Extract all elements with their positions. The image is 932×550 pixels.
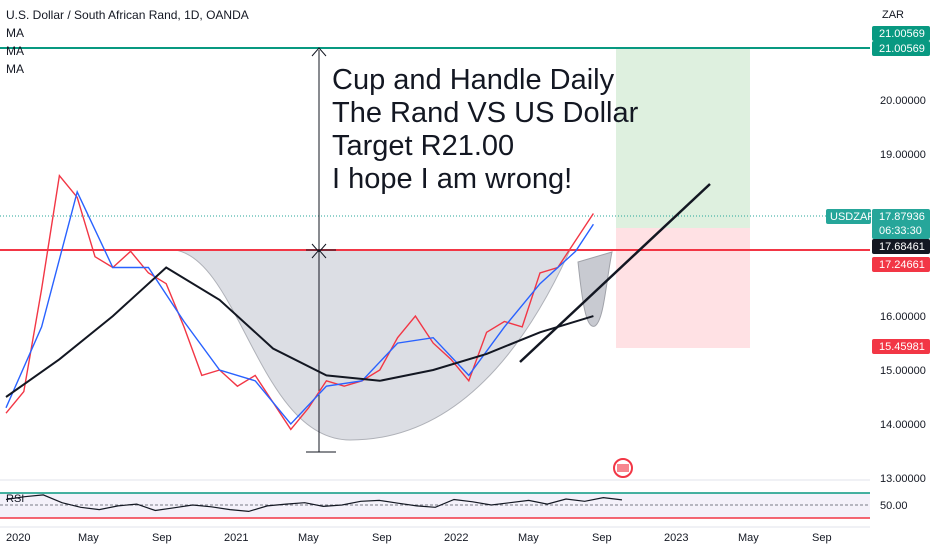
symbol-badge: USDZAR (830, 211, 875, 223)
stop-badge-bg (872, 339, 930, 354)
countdown-badge: 06:33:30 (879, 225, 922, 237)
chart-annotation[interactable]: Cup and Handle Daily The Rand VS US Doll… (332, 64, 638, 196)
y-tick-label: 20.00000 (880, 95, 926, 107)
x-tick-label: May (298, 532, 319, 544)
x-tick-label: Sep (152, 532, 172, 544)
indicator-ma-2[interactable]: MA (6, 44, 24, 58)
y-tick-label: 13.00000 (880, 473, 926, 485)
y-tick-label: 14.00000 (880, 419, 926, 431)
y-tick-label: 19.00000 (880, 149, 926, 161)
x-tick-label: May (518, 532, 539, 544)
x-tick-label: May (738, 532, 759, 544)
current-badge-bg (872, 209, 930, 239)
indicator-ma-3[interactable]: MA (6, 62, 24, 76)
cup-shape (174, 249, 571, 441)
indicator-ma-1[interactable]: MA (6, 26, 24, 40)
symbol-title: U.S. Dollar / South African Rand, 1D, OA… (6, 8, 249, 22)
rsi-axis-label: 50.00 (880, 500, 908, 512)
annotation-line-3: Target R21.00 (332, 130, 515, 162)
current-price-badge: 17.87936 (879, 211, 925, 223)
measure-arrow (306, 47, 336, 453)
handle-shape (577, 251, 613, 327)
x-tick-label: Sep (812, 532, 832, 544)
currency-label: ZAR (882, 9, 904, 21)
price-axis[interactable]: 20.00000 19.00000 16.00000 15.00000 14.00000… (880, 95, 926, 485)
target-badge-bg2 (872, 41, 930, 56)
ma-value-badge: 17.68461 (879, 241, 925, 253)
x-tick-label: Sep (372, 532, 392, 544)
x-tick-label: May (78, 532, 99, 544)
rsi-title: RSI (6, 493, 24, 505)
profit-zone (616, 48, 750, 228)
annotation-line-4: I hope I am wrong! (332, 163, 573, 195)
rsi-line (5, 494, 623, 513)
loss-zone (616, 228, 750, 348)
series-line-2 (5, 189, 594, 426)
x-tick-label: 2022 (444, 532, 468, 544)
y-tick-label: 16.00000 (880, 311, 926, 323)
x-tick-label: 2021 (224, 532, 248, 544)
us-flag-event-icon[interactable] (613, 458, 633, 478)
target-badge-bg (872, 26, 930, 41)
symbol-badge-bg (826, 209, 871, 224)
stop-badge: 15.45981 (879, 341, 925, 353)
y-tick-label: 15.00000 (880, 365, 926, 377)
x-tick-label: 2020 (6, 532, 30, 544)
series-line-3 (5, 266, 594, 398)
target-badge-dup: 21.00569 (879, 28, 925, 40)
neckline-badge: 17.24661 (879, 259, 925, 271)
support-trendline (519, 183, 711, 363)
neckline-badge-bg (872, 257, 930, 272)
ma-badge-bg (872, 239, 930, 254)
x-tick-label: 2023 (664, 532, 688, 544)
annotation-line-1: Cup and Handle Daily (332, 64, 615, 96)
x-tick-label: Sep (592, 532, 612, 544)
target-badge: 21.00569 (879, 43, 925, 55)
annotation-line-2: The Rand VS US Dollar (332, 97, 639, 129)
time-axis[interactable]: 2020 May Sep 2021 May Sep 2022 May Sep 2023 May Sep (6, 532, 832, 544)
series-line-1 (5, 174, 594, 431)
